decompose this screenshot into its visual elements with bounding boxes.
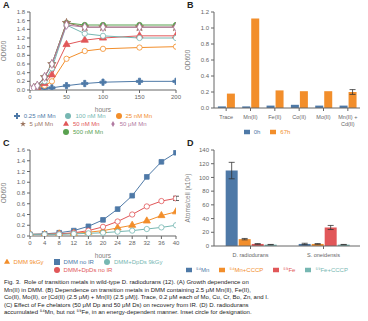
svg-text:0.8: 0.8 [17, 190, 26, 196]
html-text:67h: 67h [280, 129, 291, 135]
svg-text:120: 120 [199, 161, 210, 167]
svg-text:4: 4 [43, 240, 47, 246]
svg-text:36: 36 [158, 240, 165, 246]
svg-text:0: 0 [206, 243, 210, 249]
svg-text:1.6: 1.6 [17, 147, 26, 153]
svg-text:Atoms/cell (x10³): Atoms/cell (x10³) [184, 174, 192, 223]
svg-text:Fe(II): Fe(II) [268, 114, 281, 120]
svg-text:0.2: 0.2 [17, 222, 26, 228]
svg-text:60: 60 [202, 202, 209, 208]
html-text:⁵⁴Mn+CCCP: ⁵⁴Mn+CCCP [229, 267, 264, 273]
svg-text:1.0: 1.0 [17, 44, 26, 50]
svg-text:100: 100 [199, 175, 210, 181]
html-text:25 nM Mn: 25 nM Mn [125, 113, 153, 119]
svg-text:20: 20 [100, 240, 107, 246]
svg-text:140: 140 [199, 147, 210, 153]
svg-text:1.2: 1.2 [201, 9, 210, 15]
svg-text:0: 0 [28, 94, 32, 100]
svg-text:0.4: 0.4 [17, 70, 26, 76]
html-text:0.25 nM Mn: 0.25 nM Mn [23, 113, 56, 119]
html-text:DMM 9kGy: DMM 9kGy [13, 259, 44, 265]
html-text:5 μM Mn: 5 μM Mn [29, 121, 53, 127]
svg-text:24: 24 [114, 240, 121, 246]
html-text:⁵⁹Fe+CCCP: ⁵⁹Fe+CCCP [315, 267, 348, 273]
svg-text:1.4: 1.4 [17, 158, 26, 164]
html-text:100 nM Mn: 100 nM Mn [75, 113, 106, 119]
svg-text:Co(II): Co(II) [292, 114, 306, 120]
svg-text:1.6: 1.6 [17, 18, 26, 24]
svg-text:80: 80 [202, 188, 209, 194]
html-text:⁵⁴Mn: ⁵⁴Mn [196, 267, 210, 273]
svg-text:1.0: 1.0 [201, 25, 210, 31]
svg-text:Mn(II) +Cd(II): Mn(II) +Cd(II) [338, 114, 357, 127]
html-text:D: D [187, 138, 194, 148]
html-text:500 nM Mn: 500 nM Mn [73, 129, 103, 135]
svg-text:D. radiodurans: D. radiodurans [232, 252, 268, 258]
svg-text:0.0: 0.0 [17, 233, 26, 239]
svg-text:1.8: 1.8 [17, 9, 26, 15]
html-text:B: B [187, 0, 194, 10]
svg-text:0.2: 0.2 [201, 89, 210, 95]
svg-text:32: 32 [143, 240, 150, 246]
html-text:DMM+DpDs no IR: DMM+DpDs no IR [63, 267, 113, 273]
svg-text:0.4: 0.4 [201, 73, 210, 79]
html-text:DMM+DpDs 9kGy: DMM+DpDs 9kGy [113, 259, 163, 265]
svg-text:Trace: Trace [219, 114, 233, 120]
svg-text:16: 16 [85, 240, 92, 246]
html-text:50 μM Mn: 50 μM Mn [119, 121, 147, 127]
svg-text:200: 200 [171, 94, 182, 100]
svg-text:0: 0 [28, 240, 32, 246]
svg-text:1.0: 1.0 [17, 179, 26, 185]
html-text:0h: 0h [253, 129, 261, 135]
svg-text:S. oneidensis: S. oneidensis [307, 252, 340, 258]
svg-text:12: 12 [70, 240, 77, 246]
svg-text:OD600: OD600 [184, 49, 191, 70]
svg-text:20: 20 [202, 229, 209, 235]
svg-text:Mo(II): Mo(II) [316, 114, 331, 120]
svg-text:1.2: 1.2 [17, 169, 26, 175]
svg-text:0.4: 0.4 [17, 212, 26, 218]
svg-text:0.6: 0.6 [17, 61, 26, 67]
svg-text:0.8: 0.8 [17, 52, 26, 58]
svg-text:28: 28 [129, 240, 136, 246]
svg-text:0.0: 0.0 [201, 105, 210, 111]
svg-text:40: 40 [173, 240, 180, 246]
svg-text:0.8: 0.8 [201, 41, 210, 47]
svg-text:0.6: 0.6 [201, 57, 210, 63]
html-text:50 nM Mn: 50 nM Mn [73, 121, 100, 127]
svg-text:40: 40 [202, 216, 209, 222]
svg-text:1.2: 1.2 [17, 35, 26, 41]
svg-text:hours: hours [95, 106, 112, 113]
svg-text:0.2: 0.2 [17, 78, 26, 84]
svg-text:0.6: 0.6 [17, 201, 26, 207]
svg-text:100: 100 [98, 94, 109, 100]
svg-text:50: 50 [63, 94, 70, 100]
svg-text:0.0: 0.0 [17, 87, 26, 93]
html-text:⁵⁹Fe: ⁵⁹Fe [283, 267, 296, 273]
svg-text:Mn(II): Mn(II) [243, 114, 258, 120]
html-text:Fig. 3. Role of transition met: Fig. 3. Role of transition metals in wil… [4, 279, 269, 315]
svg-text:hours: hours [95, 252, 112, 259]
svg-text:1.4: 1.4 [17, 26, 26, 32]
html-text:C: C [3, 138, 10, 148]
svg-text:8: 8 [58, 240, 62, 246]
svg-text:150: 150 [134, 94, 145, 100]
html-text:A: A [3, 0, 10, 10]
html-text:DMM no IR: DMM no IR [63, 259, 94, 265]
